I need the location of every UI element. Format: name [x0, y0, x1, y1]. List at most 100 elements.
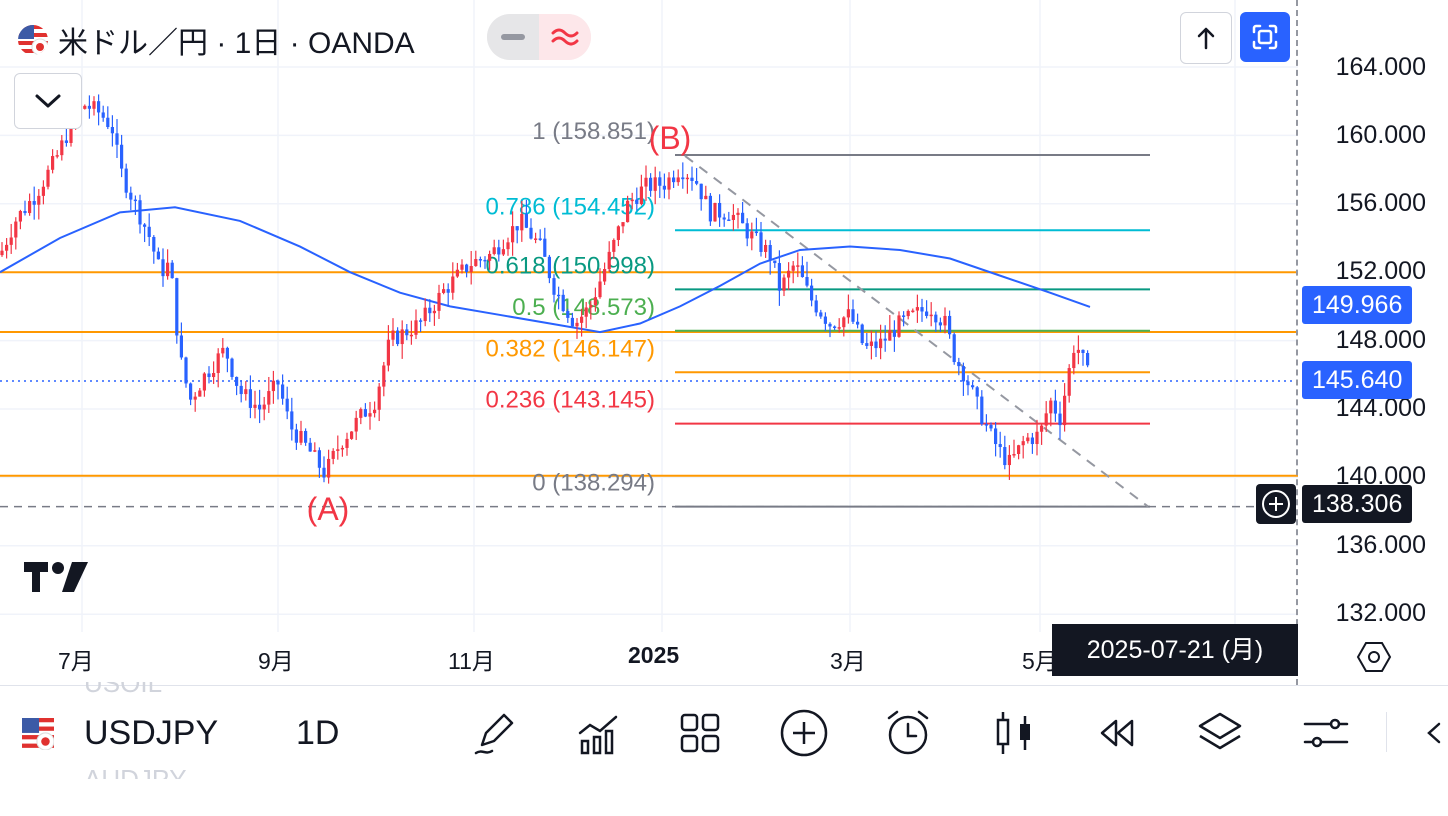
axis-settings-button[interactable]: [1356, 640, 1392, 674]
candle-body: [566, 311, 570, 318]
candle-body: [129, 192, 133, 200]
candle-body: [980, 396, 984, 425]
candle-body: [1081, 349, 1085, 353]
wave-icon[interactable]: [539, 14, 591, 60]
candle-body: [501, 249, 505, 255]
candle-body: [179, 335, 183, 358]
wave-b-label: (B): [649, 120, 692, 156]
candle-body: [189, 383, 193, 400]
indicators-icon[interactable]: [570, 705, 626, 761]
candle-body: [419, 320, 423, 322]
candle-body: [442, 289, 446, 293]
layers-icon[interactable]: [1192, 705, 1248, 761]
candle-body: [1053, 400, 1057, 414]
candle-body: [317, 450, 321, 468]
candle-body: [722, 217, 726, 220]
candle-body: [667, 177, 671, 190]
candle-body: [143, 224, 147, 227]
candle-body: [787, 270, 791, 278]
chart-area[interactable]: 1 (158.851) 0.786 (154.452) 0.618 (150.998…: [0, 0, 1300, 685]
candle-body: [819, 312, 823, 317]
candle-body: [207, 373, 211, 378]
candle-body: [805, 277, 809, 286]
candle-body: [957, 362, 961, 367]
last-price-tag: 145.640: [1302, 361, 1413, 399]
settings-sliders-icon[interactable]: [1298, 705, 1354, 761]
price-axis-label: 164.000: [1335, 53, 1426, 81]
candle-body: [616, 226, 620, 240]
candle-body: [745, 223, 749, 239]
candles-icon[interactable]: [986, 705, 1042, 761]
candle-body: [695, 180, 699, 184]
candle-body: [405, 329, 409, 336]
candle-body: [409, 334, 413, 337]
candle-body: [966, 381, 970, 386]
candle-body: [529, 227, 533, 239]
candle-body: [1030, 437, 1034, 445]
candle-body: [483, 259, 487, 262]
interval-selector[interactable]: 1D: [296, 714, 340, 752]
candle-body: [340, 447, 344, 450]
add-crosshair-button[interactable]: [1256, 484, 1296, 524]
candle-body: [60, 140, 64, 156]
candle-body: [193, 396, 197, 400]
alarm-icon[interactable]: [880, 705, 936, 761]
candle-body: [994, 428, 998, 445]
candle-body: [1086, 352, 1090, 366]
grid-icon[interactable]: [672, 705, 728, 761]
price-axis-label: 148.000: [1335, 326, 1426, 354]
candle-body: [658, 177, 662, 186]
candle-body: [396, 330, 400, 345]
candle-body: [649, 177, 653, 191]
candle-body: [331, 450, 335, 459]
candle-body: [400, 329, 404, 345]
rewind-icon[interactable]: [1088, 705, 1144, 761]
candle-body: [212, 373, 216, 378]
symbol-selector[interactable]: USDJPY: [84, 714, 219, 752]
candle-body: [28, 201, 32, 214]
candle-body: [948, 315, 952, 335]
candle-body: [506, 242, 510, 250]
scroll-up-button[interactable]: [1180, 12, 1232, 64]
candle-body: [1003, 447, 1007, 466]
candle-body: [14, 221, 18, 238]
candle-body: [313, 450, 317, 452]
candle-body: [202, 373, 206, 391]
chevron-left-icon[interactable]: [1418, 705, 1448, 761]
candle-body: [800, 265, 804, 278]
candle-body: [373, 409, 377, 414]
candle-body: [9, 237, 13, 245]
candle-body: [474, 259, 478, 267]
pen-icon[interactable]: [466, 705, 522, 761]
candle-body: [299, 430, 303, 443]
candle-body: [69, 118, 73, 143]
candle-body: [451, 276, 455, 293]
candle-body: [115, 133, 119, 145]
candle-body: [478, 259, 482, 261]
fib-level-label: 0.618 (150.998): [486, 252, 655, 279]
candle-body: [18, 211, 22, 222]
candle-body: [262, 404, 266, 410]
add-circle-icon[interactable]: [776, 705, 832, 761]
candle-body: [175, 278, 179, 336]
candle-body: [97, 101, 101, 113]
candle-body: [386, 339, 390, 366]
chart-mode-switch[interactable]: [487, 14, 591, 60]
candle-body: [593, 297, 597, 306]
candle-body: [281, 384, 285, 399]
candle-body: [1035, 431, 1039, 445]
candle-body: [101, 112, 105, 118]
candle-body: [46, 169, 50, 187]
fullscreen-button[interactable]: [1240, 12, 1290, 62]
candle-body: [294, 429, 298, 443]
candle-body: [92, 101, 96, 109]
price-chart[interactable]: 1 (158.851) 0.786 (154.452) 0.618 (150.998…: [0, 0, 1300, 685]
price-axis-label: 152.000: [1335, 257, 1426, 285]
candle-body: [327, 458, 331, 478]
minus-icon[interactable]: [487, 14, 539, 60]
candle-body: [621, 222, 625, 227]
plus-circle-icon: [1262, 490, 1290, 518]
candle-body: [267, 391, 271, 405]
collapse-legend-button[interactable]: [14, 73, 82, 129]
price-axis[interactable]: 164.000 160.000 156.000 152.000 148.000 …: [1296, 0, 1448, 685]
